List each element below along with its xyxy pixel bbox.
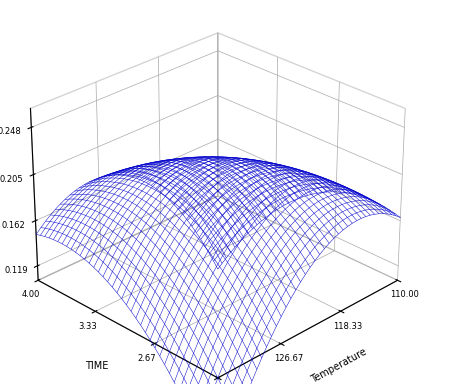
Y-axis label: TIME: TIME: [85, 361, 109, 371]
X-axis label: Temperature: Temperature: [309, 347, 368, 384]
